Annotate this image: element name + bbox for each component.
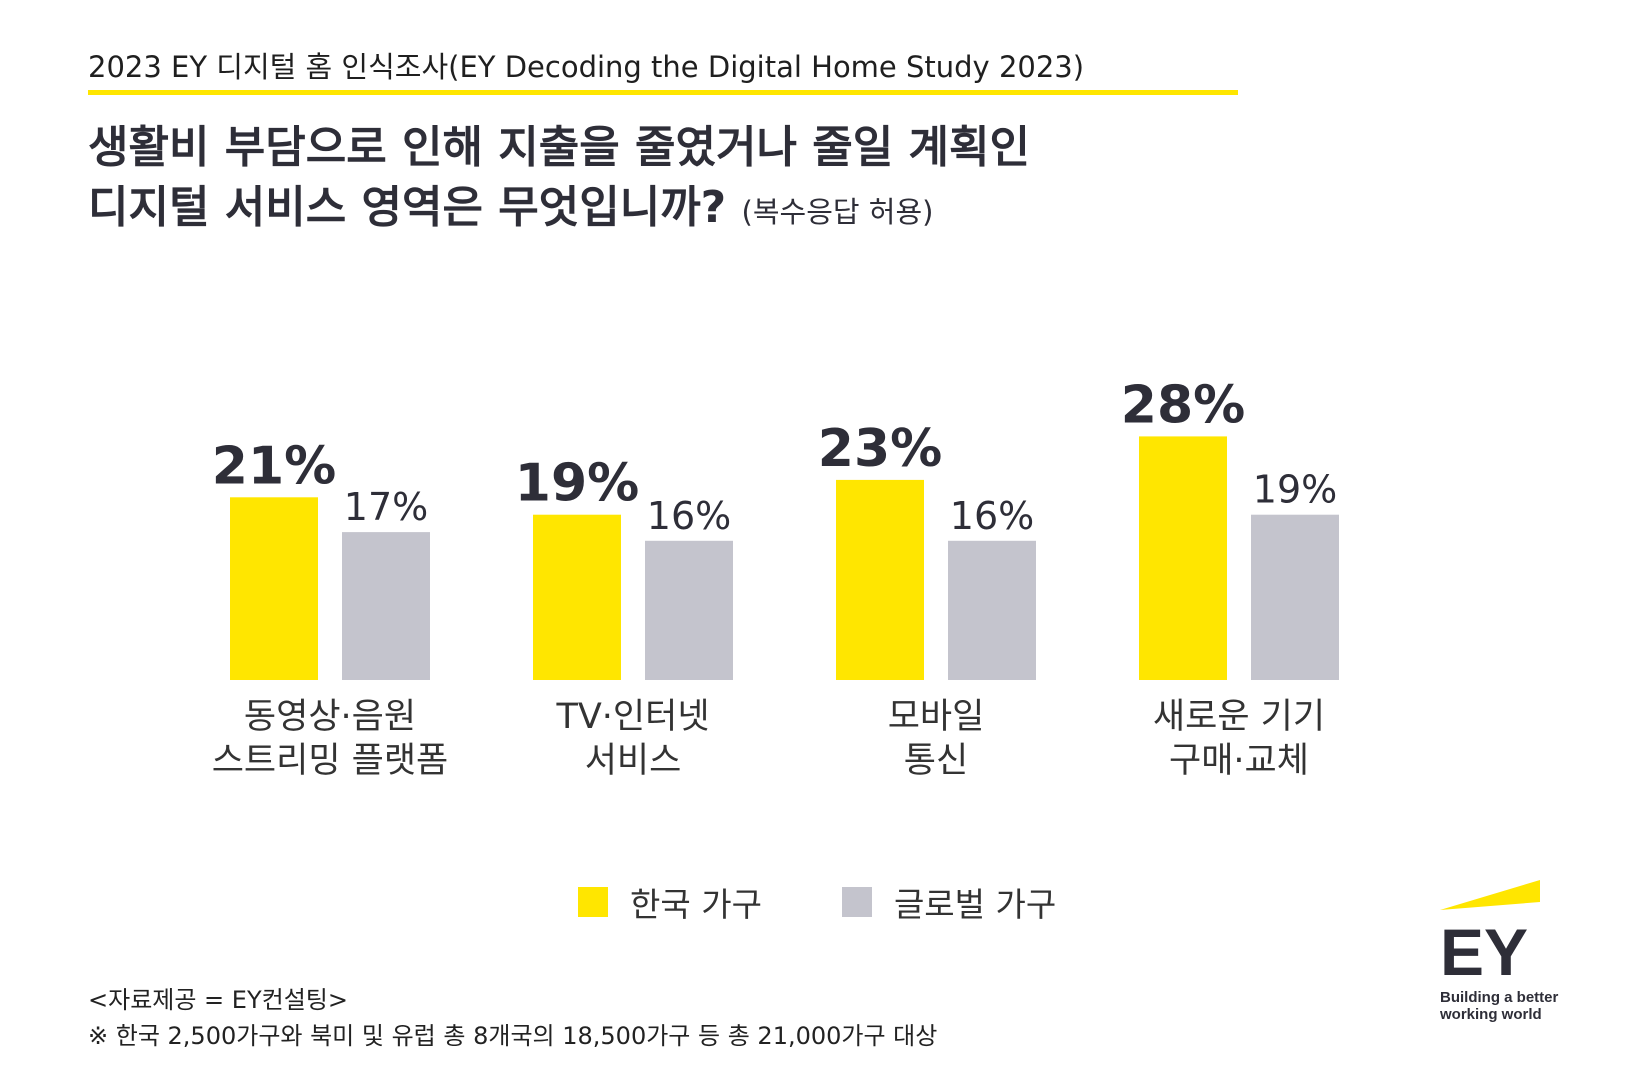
category-label-1-0: TV·인터넷 <box>555 697 709 737</box>
legend-label-korea: 한국 가구 <box>630 885 762 924</box>
legend-item-korea: 한국 가구 <box>578 878 762 926</box>
legend-swatch-korea <box>578 887 608 917</box>
bar-korea-0 <box>230 497 318 680</box>
category-label-2-1: 통신 <box>904 741 968 781</box>
ey-logo-mark: EY <box>1440 915 1528 989</box>
data-label-global-3: 19% <box>1253 468 1337 512</box>
ey-logo-tagline-1: Building a better <box>1440 989 1559 1006</box>
title-line-2-text: 디지털 서비스 영역은 무엇입니까? <box>88 182 727 233</box>
bar-global-1 <box>645 540 733 680</box>
bar-korea-3 <box>1139 436 1227 680</box>
title-note: (복수응답 허용) <box>741 195 934 229</box>
header-underline <box>88 90 1238 95</box>
bar-global-0 <box>342 532 430 680</box>
page-title: 생활비 부담으로 인해 지출을 줄였거나 줄일 계획인 디지털 서비스 영역은 … <box>88 118 1030 242</box>
bar-korea-2 <box>836 479 924 680</box>
footer-source: <자료제공 = EY컨설팅> <box>88 986 348 1014</box>
ey-logo: EY Building a better working world <box>1440 880 1559 1023</box>
title-line-2: 디지털 서비스 영역은 무엇입니까? (복수응답 허용) <box>88 178 1030 242</box>
legend-label-global: 글로벌 가구 <box>893 885 1057 924</box>
title-line-1: 생활비 부담으로 인해 지출을 줄였거나 줄일 계획인 <box>88 122 1030 173</box>
category-label-3-1: 구매·교체 <box>1169 741 1309 781</box>
ey-logo-tagline-2: working world <box>1440 1006 1542 1023</box>
bar-global-3 <box>1251 514 1339 680</box>
legend-swatch-global <box>841 887 872 917</box>
legend-item-global: 글로벌 가구 <box>841 878 1057 926</box>
data-label-korea-1: 19% <box>515 454 639 514</box>
category-label-0-0: 동영상·음원 <box>244 697 416 737</box>
category-label-2-0: 모바일 <box>888 697 985 737</box>
category-label-1-1: 서비스 <box>585 741 682 781</box>
data-label-global-2: 16% <box>950 494 1034 538</box>
footer-notes: <자료제공 = EY컨설팅> ※ 한국 2,500가구와 북미 및 유럽 총 8… <box>88 982 937 1054</box>
data-label-global-0: 17% <box>344 485 428 529</box>
header-title: 2023 EY 디지털 홈 인식조사(EY Decoding the Digit… <box>88 50 1085 84</box>
data-label-global-1: 16% <box>647 494 731 538</box>
data-label-korea-0: 21% <box>212 436 336 496</box>
data-label-korea-2: 23% <box>818 419 942 479</box>
ey-logo-beam <box>1440 880 1540 910</box>
bar-korea-1 <box>533 514 621 680</box>
bar-global-2 <box>948 540 1036 680</box>
category-label-3-0: 새로운 기기 <box>1153 697 1325 737</box>
footer-sample-note: ※ 한국 2,500가구와 북미 및 유럽 총 8개국의 18,500가구 등 … <box>88 1022 938 1050</box>
category-label-0-1: 스트리밍 플랫폼 <box>212 741 449 781</box>
legend: 한국 가구 글로벌 가구 <box>578 878 1136 926</box>
data-label-korea-3: 28% <box>1121 375 1245 435</box>
